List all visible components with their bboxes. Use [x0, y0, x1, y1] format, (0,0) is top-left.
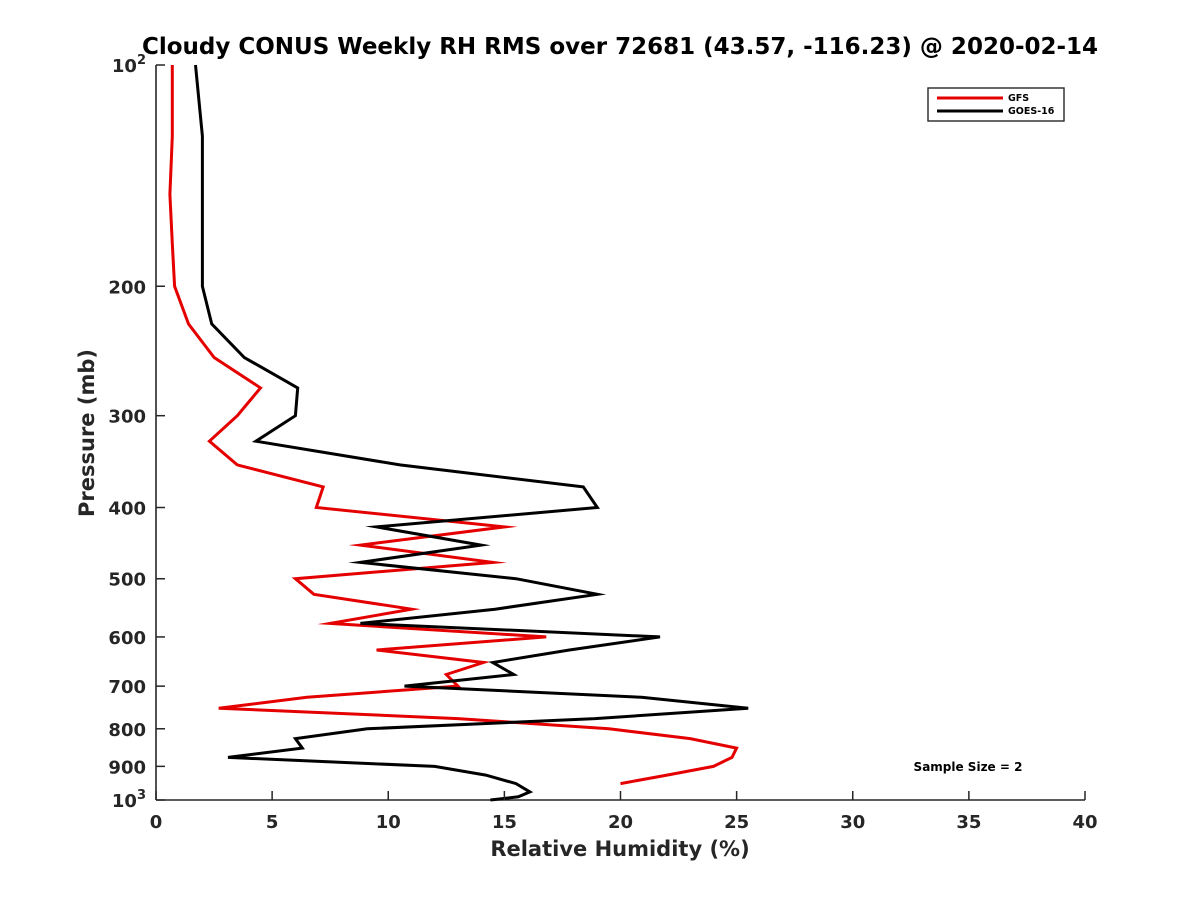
x-tick-label: 0: [150, 812, 163, 833]
y-tick-label: 200: [108, 277, 146, 298]
y-tick-label: 600: [108, 628, 146, 649]
x-axis-label: Relative Humidity (%): [490, 837, 749, 861]
legend-label-goes16: GOES-16: [1008, 106, 1055, 117]
legend: GFS GOES-16: [927, 87, 1065, 122]
x-tick-label: 30: [840, 812, 865, 833]
y-tick-label: 102: [112, 53, 146, 77]
sample-size-annotation: Sample Size = 2: [914, 760, 1023, 774]
x-tick-label: 15: [492, 812, 517, 833]
y-tick-label: 400: [108, 499, 146, 520]
y-tick-label: 800: [108, 720, 146, 741]
series-layer: [168, 64, 749, 802]
y-tick-label: 700: [108, 677, 146, 698]
x-tick-label: 10: [376, 812, 401, 833]
x-tick-label: 40: [1072, 812, 1097, 833]
y-axis-label: Pressure (mb): [75, 349, 99, 517]
y-tick-label: 900: [108, 757, 146, 778]
chart-title: Cloudy CONUS Weekly RH RMS over 72681 (4…: [142, 34, 1098, 60]
legend-label-gfs: GFS: [1008, 93, 1029, 104]
plot-area: [155, 64, 1085, 802]
series-line-gfs: [168, 65, 739, 786]
y-tick-label: 103: [112, 788, 146, 812]
y-axis-ticks: 102 200 300 400 500 600 700 800 900 103: [108, 53, 165, 812]
x-tick-label: 25: [724, 812, 749, 833]
x-axis-ticks: 0 5 10 15 20 25 30 35 40: [150, 791, 1098, 833]
legend-box: [927, 87, 1065, 122]
y-tick-label: 300: [108, 407, 146, 428]
x-tick-label: 5: [266, 812, 279, 833]
x-tick-label: 35: [956, 812, 981, 833]
series-line-goes16: [194, 64, 749, 802]
x-tick-label: 20: [608, 812, 633, 833]
y-tick-label: 500: [108, 570, 146, 591]
